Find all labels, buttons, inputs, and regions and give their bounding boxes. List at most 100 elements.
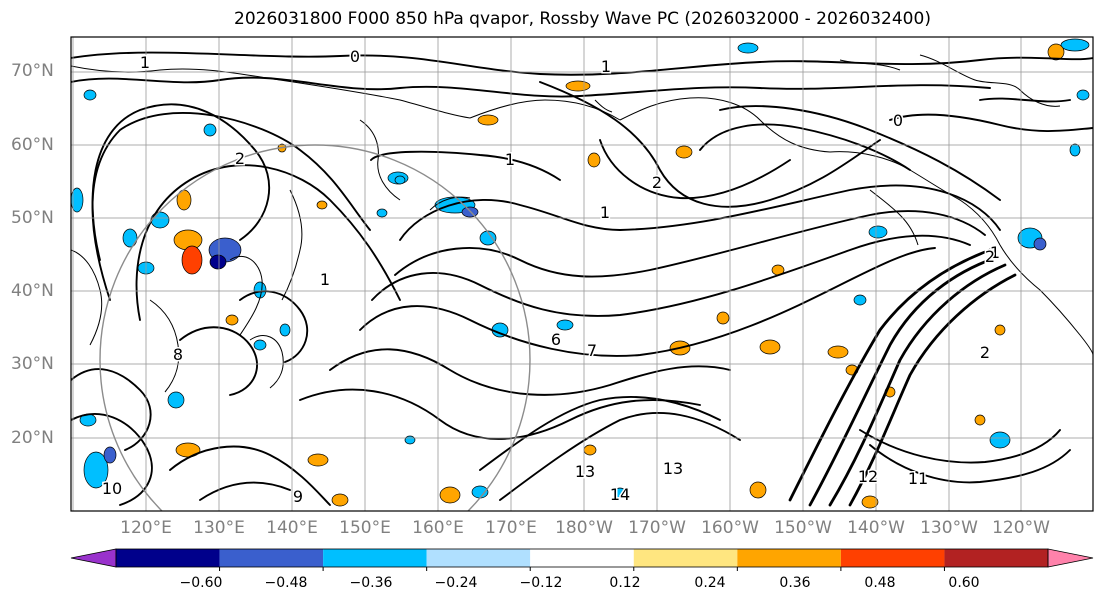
contour-line — [539, 81, 881, 208]
contour-line — [889, 113, 1093, 132]
qvapor-anomaly-patch — [565, 80, 591, 92]
colorbar-bin — [323, 549, 427, 567]
qvapor-anomaly-patch — [989, 431, 1011, 449]
colorbar-tick-label: 0.12 — [609, 575, 641, 591]
lon-label-150w: 150°W — [774, 518, 832, 538]
lon-label-120e: 120°E — [120, 518, 172, 538]
qvapor-anomaly-patch — [331, 493, 349, 507]
contour-line — [788, 248, 992, 502]
coastline-path — [281, 189, 303, 301]
contour-line — [394, 210, 986, 278]
qvapor-anomaly-patch — [279, 323, 291, 337]
lat-label-30n: 30°N — [11, 354, 54, 374]
qvapor-anomaly-patch — [225, 314, 239, 326]
contour-value-label: 2 — [985, 247, 995, 266]
contour-line — [719, 105, 1001, 201]
contour-line — [848, 273, 1017, 507]
colorbar-extend-high — [1047, 548, 1094, 568]
qvapor-anomaly-patch — [479, 230, 497, 246]
qvapor-anomaly-patch — [150, 211, 170, 229]
contour-value-label: 1 — [505, 150, 515, 169]
qvapor-anomaly-patch — [253, 339, 267, 351]
contour-value-label: 2 — [235, 149, 245, 168]
contour-line — [808, 256, 997, 507]
colorbar-tick-label: −0.36 — [349, 575, 393, 591]
contour-line — [499, 412, 741, 501]
qvapor-anomaly-patch — [253, 281, 267, 299]
contour-value-label: 9 — [293, 487, 303, 506]
qvapor-anomaly-patch — [209, 254, 227, 270]
contour-line — [359, 247, 936, 357]
rossby-wave-pc-circle — [99, 144, 531, 511]
map-background — [71, 37, 1093, 511]
qvapor-anomaly-patch — [122, 228, 138, 248]
contour-line — [135, 164, 401, 321]
map-frame — [70, 36, 1094, 512]
qvapor-anomaly-patch — [587, 152, 601, 168]
coastline-path — [71, 249, 103, 346]
contour-line — [71, 413, 153, 506]
qvapor-anomaly-patch — [1069, 143, 1081, 157]
lat-label-70n: 70°N — [11, 61, 54, 81]
lon-label-180w: 180°W — [555, 518, 613, 538]
colorbar-tick-label: 0.24 — [694, 575, 726, 591]
contour-value-label: 1 — [990, 243, 1000, 262]
coastline-path — [839, 59, 901, 71]
coastline-path — [999, 244, 1093, 356]
coastline-path — [469, 99, 621, 121]
qvapor-anomaly-patch — [477, 114, 499, 126]
colorbar-tick-label: −0.48 — [264, 575, 308, 591]
qvapor-anomaly-patch — [1033, 237, 1047, 251]
coastline-path — [149, 299, 180, 393]
contour-value-label: 13 — [575, 462, 595, 481]
contour-line — [371, 234, 971, 317]
colorbar-bin — [840, 549, 945, 567]
lon-label-130e: 130°E — [193, 518, 245, 538]
colorbar-bin — [219, 549, 324, 567]
qvapor-anomaly-patch — [471, 485, 489, 499]
colorbar-bin — [944, 549, 1048, 567]
lon-label-130w: 130°W — [920, 518, 978, 538]
colorbar — [70, 548, 1094, 571]
contour-line — [71, 368, 152, 451]
lon-label-160e: 160°E — [412, 518, 464, 538]
contour-value-label: 14 — [610, 485, 630, 504]
qvapor-anomaly-patch — [613, 487, 627, 499]
qvapor-anomaly-patch — [404, 435, 416, 445]
coastline-path — [359, 119, 401, 201]
qvapor-anomaly-patch — [316, 200, 328, 210]
coastline-path — [619, 97, 831, 153]
lat-label-60n: 60°N — [11, 135, 54, 155]
qvapor-anomaly-patch — [675, 145, 693, 159]
qvapor-anomaly-patch — [439, 486, 461, 504]
qvapor-anomaly-patch — [759, 339, 781, 355]
coastline-path — [869, 189, 919, 246]
qvapor-anomaly-patch — [103, 446, 117, 464]
qvapor-anomaly-patch — [861, 495, 879, 509]
map-title: 2026031800 F000 850 hPa qvapor, Rossby W… — [234, 9, 931, 29]
qvapor-anomaly-patch — [1076, 89, 1090, 101]
colorbar-tick-label: 0.36 — [779, 575, 811, 591]
qvapor-anomaly-patch — [83, 451, 109, 489]
qvapor-anomaly-patch — [737, 42, 759, 54]
contour-line — [91, 112, 371, 301]
contour-value-label: 0 — [893, 111, 903, 130]
coastline-path — [829, 151, 1001, 246]
qvapor-anomaly-patch — [853, 294, 867, 306]
qvapor-anomaly-patch — [974, 414, 986, 426]
colorbar-tick-label: 0.60 — [948, 575, 980, 591]
qvapor-anomaly-patch — [167, 391, 185, 409]
contour-value-label: 1 — [600, 203, 610, 222]
qvapor-anomaly-patch — [181, 245, 203, 275]
contour-value-label: 10 — [102, 479, 122, 498]
contour-line — [370, 150, 561, 181]
contour-line — [828, 263, 1007, 507]
qvapor-anomaly-patch — [307, 453, 329, 467]
qvapor-anomaly-patch — [1047, 43, 1065, 61]
contour-value-label: 11 — [908, 469, 928, 488]
colorbar-tick-label: −0.60 — [179, 575, 223, 591]
contour-line — [699, 123, 911, 171]
contour-line — [71, 76, 991, 98]
colorbar-extend-low — [70, 548, 117, 568]
